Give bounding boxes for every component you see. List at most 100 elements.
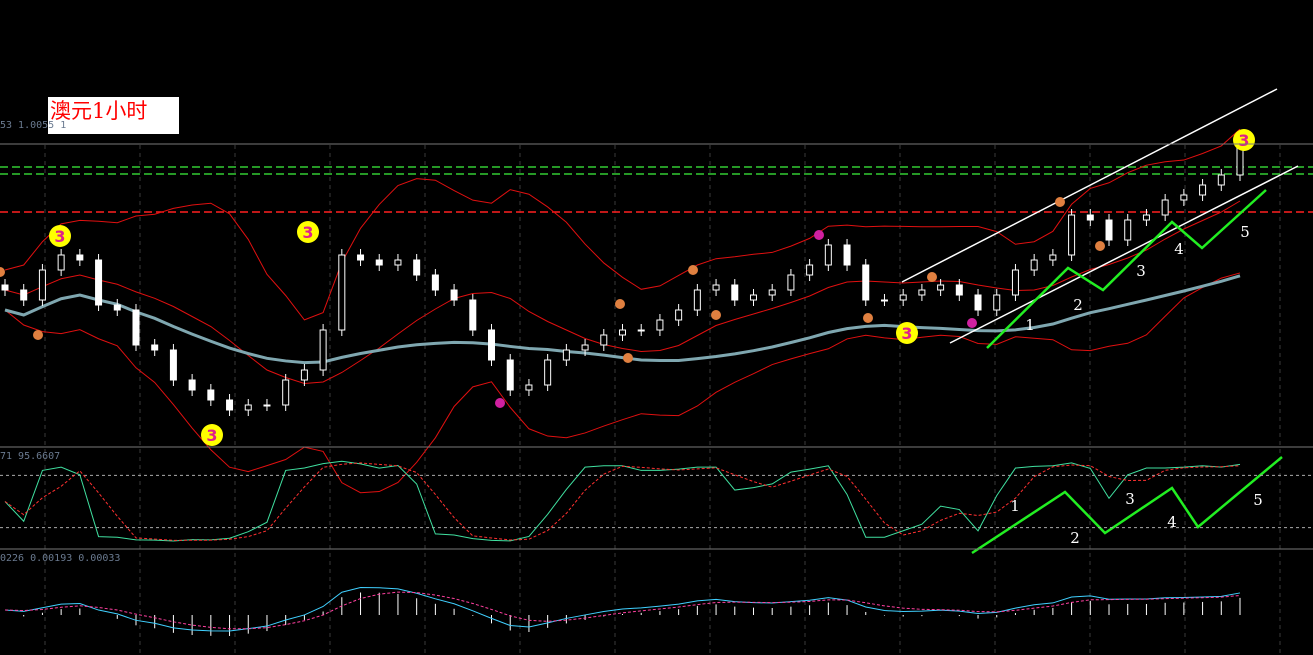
candle-body <box>581 344 589 351</box>
candle-body <box>394 259 402 266</box>
candle-body <box>974 294 982 311</box>
candle-body <box>656 319 664 331</box>
stoch-main-line <box>4 460 1241 542</box>
bollinger-lower <box>4 272 1241 494</box>
candle-body <box>226 399 234 411</box>
candle-body <box>1049 254 1057 261</box>
candles <box>1 139 1244 416</box>
stochastic-panel <box>0 460 1313 542</box>
candle-body <box>469 299 477 331</box>
fractal-dot <box>927 272 937 282</box>
macd-indicator-label: 0226 0.00193 0.00033 <box>0 553 121 564</box>
candle-body <box>1 284 9 291</box>
candle-body <box>637 329 645 332</box>
chart-title: 澳元1小时 <box>48 97 179 134</box>
candle-body <box>132 309 140 346</box>
fractal-dot <box>495 398 505 408</box>
candle-body <box>675 309 683 321</box>
candle-body <box>749 294 757 301</box>
wave-label-stoch: 4 <box>1167 513 1177 531</box>
candle-body <box>413 259 421 276</box>
candle-body <box>20 289 28 301</box>
wave-label-main: 4 <box>1174 240 1184 258</box>
candle-body <box>525 384 533 391</box>
candle-body <box>562 349 570 361</box>
candle-body <box>1180 194 1188 201</box>
marker-circle <box>201 424 223 446</box>
marker-circle <box>896 322 918 344</box>
candle-body <box>1217 174 1225 186</box>
candle-body <box>544 359 552 386</box>
candle-body <box>450 289 458 301</box>
wave-label-stoch: 2 <box>1070 529 1080 547</box>
fractal-dot <box>615 299 625 309</box>
fractal-dot <box>33 330 43 340</box>
marker-label: 3 <box>54 227 65 246</box>
candle-body <box>282 379 290 406</box>
wave-label-stoch: 1 <box>1010 497 1020 515</box>
bollinger-bands <box>4 128 1241 494</box>
fractal-dot <box>1095 241 1105 251</box>
candle-body <box>993 294 1001 311</box>
candle-body <box>937 284 945 291</box>
fractal-dot <box>688 265 698 275</box>
fractal-dot <box>863 313 873 323</box>
candle-body <box>506 359 514 391</box>
candle-body <box>113 304 121 311</box>
candle-body <box>899 294 907 301</box>
candle-body <box>1086 214 1094 221</box>
candle-body <box>488 329 496 361</box>
marker-label: 3 <box>206 426 217 445</box>
fractal-dot <box>711 310 721 320</box>
marker-label: 3 <box>1238 131 1249 150</box>
wave-label-stoch: 5 <box>1253 491 1263 509</box>
candle-body <box>169 349 177 381</box>
wave-label-main: 5 <box>1240 223 1250 241</box>
candle-body <box>862 264 870 301</box>
candle-body <box>1199 184 1207 196</box>
macd-panel <box>4 586 1241 636</box>
moving-average <box>4 274 1241 365</box>
wave-label-main: 2 <box>1073 296 1083 314</box>
candle-body <box>338 254 346 331</box>
marker-circle <box>49 225 71 247</box>
candle-body <box>1068 214 1076 256</box>
candle-body <box>357 254 365 261</box>
candle-body <box>151 344 159 351</box>
horizontal-levels <box>0 166 1313 213</box>
wave-labels: 1 2 3 4 5 1 2 3 4 5 <box>1010 223 1263 547</box>
fractal-dot <box>0 267 5 277</box>
wave-label-main: 3 <box>1136 262 1146 280</box>
candle-body <box>787 274 795 291</box>
candle-body <box>1124 219 1132 241</box>
fractal-dot <box>623 353 633 363</box>
candle-body <box>1030 259 1038 271</box>
stoch-indicator-label: 71 95.6607 <box>0 451 61 462</box>
candle-body <box>244 404 252 411</box>
candle-body <box>712 284 720 291</box>
markers: 3 3 3 3 3 <box>0 129 1255 446</box>
candle-body <box>375 259 383 266</box>
candle-body <box>843 244 851 266</box>
candle-body <box>263 404 271 407</box>
candle-body <box>880 299 888 302</box>
candle-body <box>693 289 701 311</box>
candle-body <box>918 289 926 296</box>
candle-body <box>95 259 103 306</box>
wave-label-main: 1 <box>1025 316 1035 334</box>
marker-circle <box>297 221 319 243</box>
bollinger-upper <box>4 128 1241 321</box>
candle-body <box>824 244 832 266</box>
candle-body <box>806 264 814 276</box>
candle-body <box>1105 219 1113 241</box>
stoch-signal-line <box>4 462 1241 541</box>
fractal-dot <box>814 230 824 240</box>
marker-label: 3 <box>901 324 912 343</box>
fractal-dot <box>967 318 977 328</box>
candle-body <box>431 274 439 291</box>
candle-body <box>600 334 608 346</box>
candle-body <box>57 254 65 271</box>
macd-signal-line <box>4 591 1241 630</box>
marker-label: 3 <box>302 223 313 242</box>
